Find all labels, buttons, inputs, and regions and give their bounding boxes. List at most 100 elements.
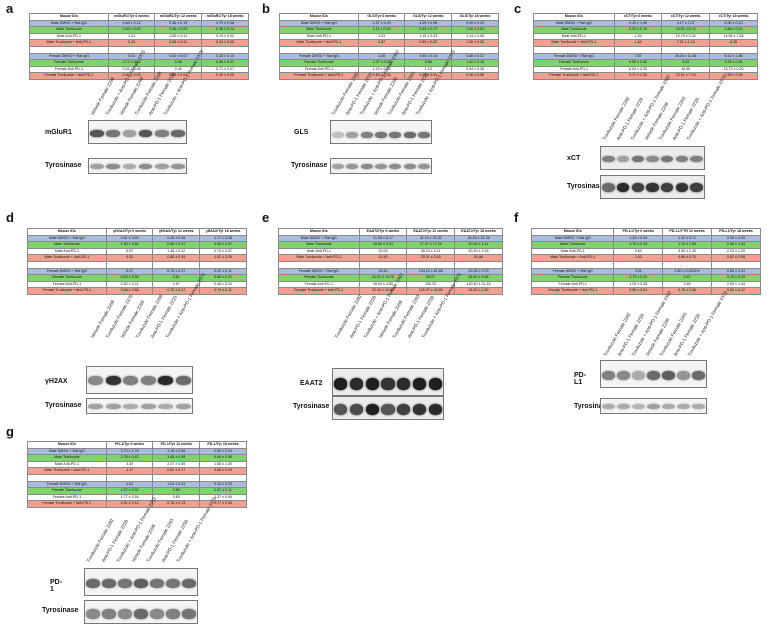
- row-label: Female Troriluzole + Anti-PD-1: [29, 72, 109, 80]
- empty-cell: [105, 260, 154, 269]
- blot-band: [166, 608, 180, 619]
- row-label: Male Troriluzole + Anti-PD-1: [27, 467, 107, 475]
- blot-band: [105, 376, 121, 386]
- value-cell: 2.98 ± 1.63: [710, 241, 762, 249]
- row-label: Male Anti-PD-1: [27, 247, 107, 256]
- western-blot-image: [600, 398, 707, 414]
- value-cell: 1.09 ± 0.08: [613, 280, 664, 289]
- blot-band: [631, 182, 644, 193]
- data-table: Mouse IDs mGluR1/Tyr 6 weeks mGluR1/Tyr 12…: [29, 13, 249, 80]
- empty-cell: [710, 260, 762, 269]
- table-row: Female Troriluzole + Anti-PD-1 0.86 ± 0.5…: [530, 287, 762, 295]
- value-cell: 1.09 ± 0.08: [404, 19, 453, 28]
- row-label: Male Anti-PD-1: [279, 32, 359, 41]
- value-cell: 1.60 ± 0.0001%: [662, 267, 712, 276]
- row-label: Male Troriluzole: [279, 26, 359, 34]
- value-cell: 22.93 ± 10.69: [358, 287, 408, 295]
- blot-band: [602, 155, 615, 163]
- value-cell: 1.18 ± 0.06: [152, 447, 201, 456]
- blot-band: [647, 371, 660, 381]
- row-label: Female DMSO + Rat IgG: [27, 267, 107, 276]
- value-cell: 31.10 ± 23.32: [406, 234, 456, 243]
- row-label: Male Troriluzole: [27, 454, 107, 462]
- value-cell: 0.83 ± 0.56: [105, 274, 154, 282]
- table-row: Female Troriluzole 1.57 ± 0.92 0.85 0.57 ± …: [27, 487, 247, 495]
- value-cell: 5.57: [105, 247, 154, 256]
- empty-cell: [201, 45, 249, 54]
- table-row: Male Troriluzole 0.75 ± 0.34 1.74 ± 1.89 2.…: [530, 241, 762, 249]
- value-cell: 0.52: [105, 254, 154, 262]
- row-label: Female Anti-PD-1: [29, 65, 109, 74]
- value-cell: 0.50 ± 0.14: [404, 52, 453, 61]
- blot-band: [122, 130, 137, 138]
- table-row: Female Troriluzole 0.73 ± 0.22 0.47 0.78 ± …: [530, 274, 762, 282]
- table-row: Female Troriluzole 9.59 ± 2.80 9.33 3.25 ± …: [533, 59, 758, 67]
- blot-band: [690, 155, 703, 163]
- table-row: Male DMSO + Rat IgG 21.95 ± 8.17 31.10 ± 2…: [278, 234, 503, 243]
- table-spacer-row: [530, 260, 762, 269]
- column-header: xCT/Tyr 18 weeks: [709, 13, 758, 21]
- blot-label: Tyrosinase: [45, 402, 82, 409]
- value-cell: 1.51: [105, 480, 154, 489]
- table-row: Female Troriluzole 31.01 ± 14.78 54.07 46.4…: [278, 274, 503, 282]
- row-label: Female Troriluzole + Anti-PD-1: [533, 72, 615, 80]
- empty-cell: [451, 45, 499, 54]
- table-header-row: Mouse IDs PD-1/Tyr 6 weeks PD-1/Tyr 12 wee…: [27, 441, 247, 449]
- value-cell: 0.89 ± 0.02: [404, 39, 453, 47]
- value-cell: 1.01: [107, 32, 156, 41]
- value-cell: 1.48 ± 0.12: [152, 247, 201, 256]
- blot-band: [661, 155, 674, 163]
- value-cell: 0.78 ± 0.13: [152, 500, 201, 508]
- value-cell: 0.94 ± 0.17: [404, 26, 453, 34]
- western-blot-image: [600, 175, 705, 199]
- value-cell: 0.80 ± 0.34: [710, 267, 762, 276]
- table-row: Male Troriluzole + Anti-PD-1 0.87 0.89 ± 0…: [279, 39, 499, 47]
- blot-band: [365, 403, 379, 415]
- value-cell: 0.46 ± 0.09: [154, 26, 203, 34]
- table-row: Male Anti-PD-1 1.03 1.15 ± 0.23 1.14 ± 0.08: [279, 32, 499, 41]
- blot-band: [375, 163, 387, 170]
- row-label: Male Troriluzole + Anti-PD-1: [533, 39, 615, 47]
- column-header: GLS/Tyr 12 weeks: [404, 13, 453, 21]
- column-header: PD-1/Tyr 18 weeks: [199, 441, 247, 449]
- blot-band: [122, 163, 137, 170]
- row-label: Female Troriluzole + Anti-PD-1: [278, 287, 360, 295]
- table-row: Male Troriluzole + Anti-PD-1 1.03 0.96 ± 0…: [530, 254, 762, 262]
- table-row: Female Troriluzole + Anti-PD-1 0.83 ± 0.3…: [279, 72, 499, 80]
- blot-band: [166, 579, 180, 589]
- value-cell: 1.42 ± 0.16: [451, 59, 499, 67]
- blot-band: [123, 376, 139, 386]
- value-cell: 0.36 ± 0.13: [154, 19, 203, 28]
- row-label: Female DMSO + Rat IgG: [533, 52, 615, 61]
- blot-band: [692, 403, 705, 410]
- table-row: Male DMSO + Rat IgG 2.40 ± 1.96 3.17 ± 2.2…: [533, 19, 758, 28]
- value-cell: 1.12 ± 0.71: [662, 234, 712, 243]
- blot-band: [332, 132, 345, 139]
- value-cell: 1.15 ± 0.23: [404, 32, 453, 41]
- western-blot-image: [600, 146, 705, 170]
- value-cell: 21.95 ± 8.17: [358, 234, 408, 243]
- row-label: Female Troriluzole: [279, 59, 359, 67]
- value-cell: 7.21 ± 1.19: [661, 39, 711, 47]
- value-cell: 0.81 ± 0.08: [710, 254, 762, 262]
- value-cell: 14.98 ± 7.85: [709, 32, 758, 41]
- table-spacer-row: [533, 45, 758, 54]
- value-cell: 0.71 ± 0.07: [201, 65, 249, 74]
- value-cell: 0.50 ± 0.24: [199, 447, 247, 456]
- blot-band: [86, 608, 100, 619]
- blot-band: [154, 163, 169, 170]
- table-row: Female Anti-PD-1 6.53 ± 4.20 18.56 13.73 ± …: [533, 65, 758, 74]
- table-row: Female Troriluzole + Anti-PD-1 0.60 ± 0.0…: [29, 72, 249, 80]
- western-blot-image: [332, 368, 444, 396]
- value-cell: 5.90 ± 0.13: [709, 19, 758, 28]
- table-row: Female Troriluzole + Anti-PD-1 0.68 ± 0.5…: [27, 287, 247, 295]
- blot-band: [677, 403, 690, 410]
- table-spacer-row: [278, 260, 503, 269]
- row-label: Female Anti-PD-1: [530, 280, 615, 289]
- value-cell: 1.02 ± 0.29: [199, 254, 247, 262]
- value-cell: 1.11 ± 0.15: [357, 26, 406, 34]
- column-header: xCT/Tyr 12 weeks: [661, 13, 711, 21]
- blot-band: [334, 403, 348, 415]
- row-label: Female Troriluzole + Anti-PD-1: [27, 287, 107, 295]
- blot-band: [616, 182, 630, 193]
